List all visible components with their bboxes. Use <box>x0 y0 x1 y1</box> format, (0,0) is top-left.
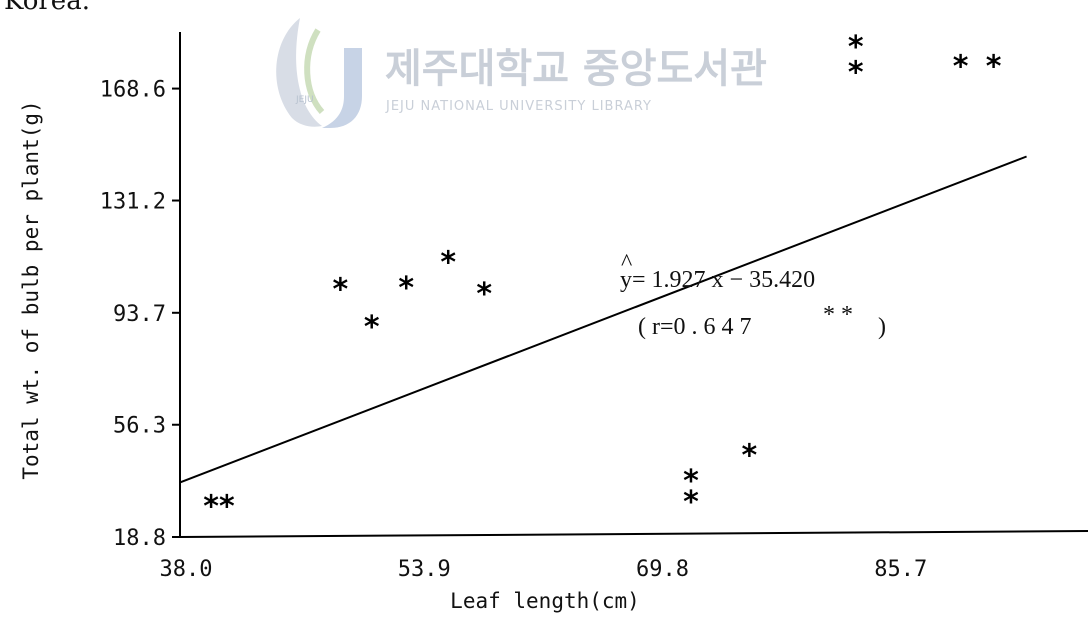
y-tick-label: 168.6 <box>100 78 166 103</box>
regression-line <box>179 155 1027 484</box>
watermark-title: 제주대학교 중앙도서관 <box>385 46 767 92</box>
data-point: * <box>476 277 492 312</box>
equation-hat: ^ <box>621 250 632 276</box>
y-tick-label: 93.7 <box>113 302 166 327</box>
regression-annotation: ^ y= 1.927 x − 35.420 ( r=0 . 6 4 7 * * … <box>620 250 886 340</box>
data-point: * <box>953 49 969 84</box>
y-axis-title: Total wt. of bulb per plant(g) <box>19 100 43 479</box>
y-tick-label: 56.3 <box>113 414 166 439</box>
data-point: * <box>398 271 414 306</box>
significance-stars: * * <box>823 302 853 328</box>
y-tick-label: 18.8 <box>113 526 166 551</box>
top-caption-fragment: Korea. <box>4 0 90 16</box>
data-point: * <box>332 272 348 307</box>
data-point: * <box>364 310 380 345</box>
x-axis-title: Leaf length(cm) <box>450 589 640 613</box>
y-axis-ticks: 18.8 56.3 93.7 131.2 168.6 <box>100 78 180 551</box>
data-point: * <box>683 464 699 499</box>
data-point: * <box>742 439 758 474</box>
svg-text:JEJU: JEJU <box>295 95 314 105</box>
library-watermark: JEJU 제주대학교 중앙도서관 JEJU NATIONAL UNIVERSIT… <box>276 18 767 128</box>
regression-equation: y= 1.927 x − 35.420 <box>620 267 815 293</box>
library-logo-icon: JEJU <box>276 18 362 128</box>
data-point: ** <box>203 489 235 524</box>
y-tick-label: 131.2 <box>100 190 166 215</box>
data-point: * <box>848 55 864 90</box>
data-point: * <box>683 485 699 520</box>
x-axis-line <box>179 530 1088 538</box>
watermark-subtitle: JEJU NATIONAL UNIVERSITY LIBRARY <box>385 99 652 114</box>
data-point: * <box>986 49 1002 84</box>
data-point: * <box>848 30 864 65</box>
x-tick-label: 38.0 <box>160 557 213 582</box>
x-tick-label: 69.8 <box>636 557 689 582</box>
data-points: ************* * <box>203 30 1001 524</box>
data-point: * <box>440 246 456 281</box>
x-axis-ticks: 38.0 53.9 69.8 85.7 <box>160 557 928 582</box>
correlation-value: ( r=0 . 6 4 7 <box>638 314 752 340</box>
x-tick-label: 85.7 <box>874 557 927 582</box>
correlation-close: ) <box>878 314 886 340</box>
x-tick-label: 53.9 <box>398 557 451 582</box>
